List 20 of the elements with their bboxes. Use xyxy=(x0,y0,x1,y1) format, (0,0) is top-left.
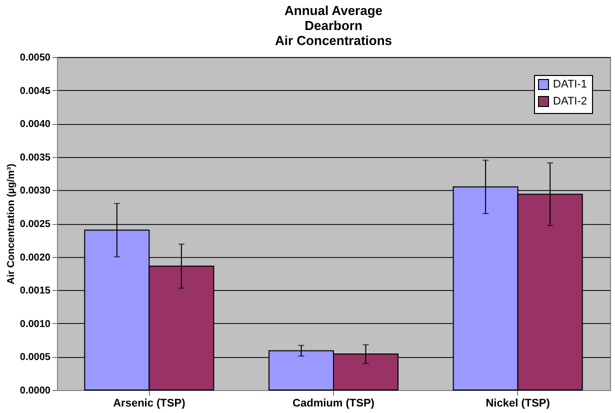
x-tick-label: Cadmium (TSP) xyxy=(292,398,375,410)
y-tick-label: 0.0050 xyxy=(20,52,51,64)
y-tick-label: 0.0045 xyxy=(20,86,51,97)
legend-label: DATI-1 xyxy=(553,78,588,90)
x-tick-label: Nickel (TSP) xyxy=(486,398,550,410)
y-tick-label: 0.0040 xyxy=(20,119,51,130)
x-tick-label: Arsenic (TSP) xyxy=(113,398,186,410)
y-tick-label: 0.0020 xyxy=(20,252,51,264)
y-tick-label: 0.0005 xyxy=(20,352,51,364)
text: Air Concentrations xyxy=(274,33,392,48)
text: Annual Average xyxy=(284,3,383,18)
text: Dearborn xyxy=(304,18,362,33)
y-axis-title: Air Concentration (µg/m³) xyxy=(6,164,17,284)
y-tick-label: 0.0010 xyxy=(20,318,51,330)
y-tick-label: 0.0030 xyxy=(20,186,51,197)
y-tick-label: 0.0035 xyxy=(20,152,51,164)
y-tick-label: 0.0000 xyxy=(20,386,51,396)
y-tick-label: 0.0015 xyxy=(20,286,51,297)
legend-label: DATI-2 xyxy=(553,96,588,108)
y-tick-label: 0.0025 xyxy=(20,219,51,230)
